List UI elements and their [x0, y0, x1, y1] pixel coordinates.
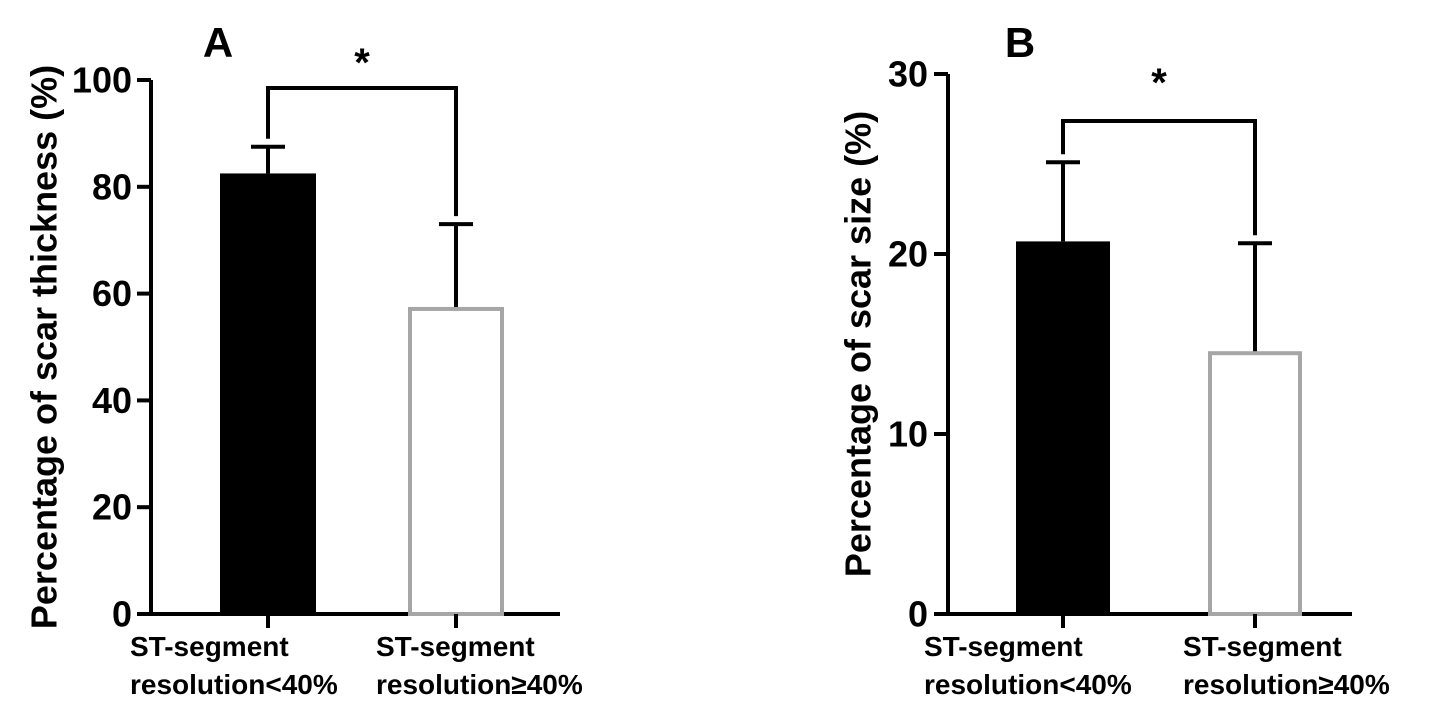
panel-letter: B [1005, 19, 1035, 66]
panel-letter: A [203, 19, 233, 66]
y-tick-label: 60 [92, 273, 132, 314]
y-tick-label: 80 [92, 166, 132, 207]
y-tick-label: 0 [112, 594, 132, 635]
bar [220, 173, 316, 614]
y-tick-label: 100 [72, 60, 132, 101]
y-tick-label: 20 [92, 487, 132, 528]
y-axis-label: Percentage of scar thickness (%) [24, 65, 65, 629]
significance-bracket [1061, 119, 1257, 236]
significance-star: * [354, 41, 370, 85]
y-tick-label: 30 [888, 54, 928, 95]
y-tick-label: 10 [888, 414, 928, 455]
bar [1016, 241, 1110, 614]
x-category-label: ST-segment resolution≥40% [376, 631, 583, 700]
y-axis-label: Percentage of scar size (%) [838, 111, 879, 577]
x-category-label: ST-segment resolution<40% [130, 631, 338, 700]
significance-bracket [266, 86, 458, 217]
bar [1208, 351, 1302, 616]
bar [408, 306, 504, 616]
x-category-label: ST-segment resolution≥40% [1183, 631, 1390, 700]
x-category-label: ST-segment resolution<40% [924, 631, 1132, 700]
y-tick-label: 0 [908, 594, 928, 635]
y-tick-label: 20 [888, 234, 928, 275]
significance-star: * [1151, 61, 1167, 105]
y-tick-label: 40 [92, 380, 132, 421]
